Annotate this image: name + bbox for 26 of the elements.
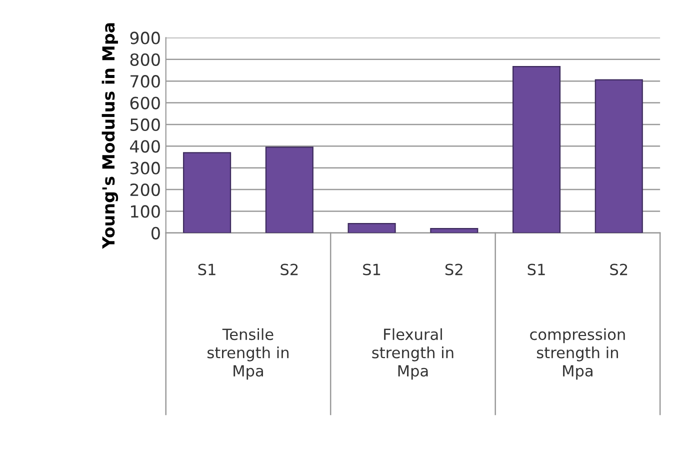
text: Flexural strength in Mpa [372,328,454,380]
x-tick-label: S1 [363,264,380,276]
x-tick-label: S2 [610,264,628,276]
bar [594,79,643,233]
y-tick-label: 500 [130,118,160,132]
y-tick-label: 900 [130,32,160,44]
x-tick-label: S1 [198,264,216,276]
x-tick-label: S2 [445,264,462,276]
y-tick-label: 400 [130,140,160,153]
text: Tensile strength in Mpa [208,328,288,380]
y-tick-label: 600 [130,96,160,110]
y-tick-label: 300 [130,162,160,174]
bar [430,228,478,233]
y-tick-label: 0 [152,226,160,240]
y-tick-label: 700 [130,75,160,88]
x-tick-label: S2 [280,264,298,276]
y-axis-title: Young's Modulus in Mpa [102,23,118,249]
bar [265,146,314,233]
bar [183,152,232,233]
y-tick-label: 100 [131,205,160,218]
bar [348,223,396,233]
text: compression strength in Mpa [530,328,625,380]
y-tick-label: 800 [130,53,160,66]
bar [512,66,561,233]
x-tick-label: S1 [528,264,545,276]
y-tick-label: 200 [130,183,160,196]
